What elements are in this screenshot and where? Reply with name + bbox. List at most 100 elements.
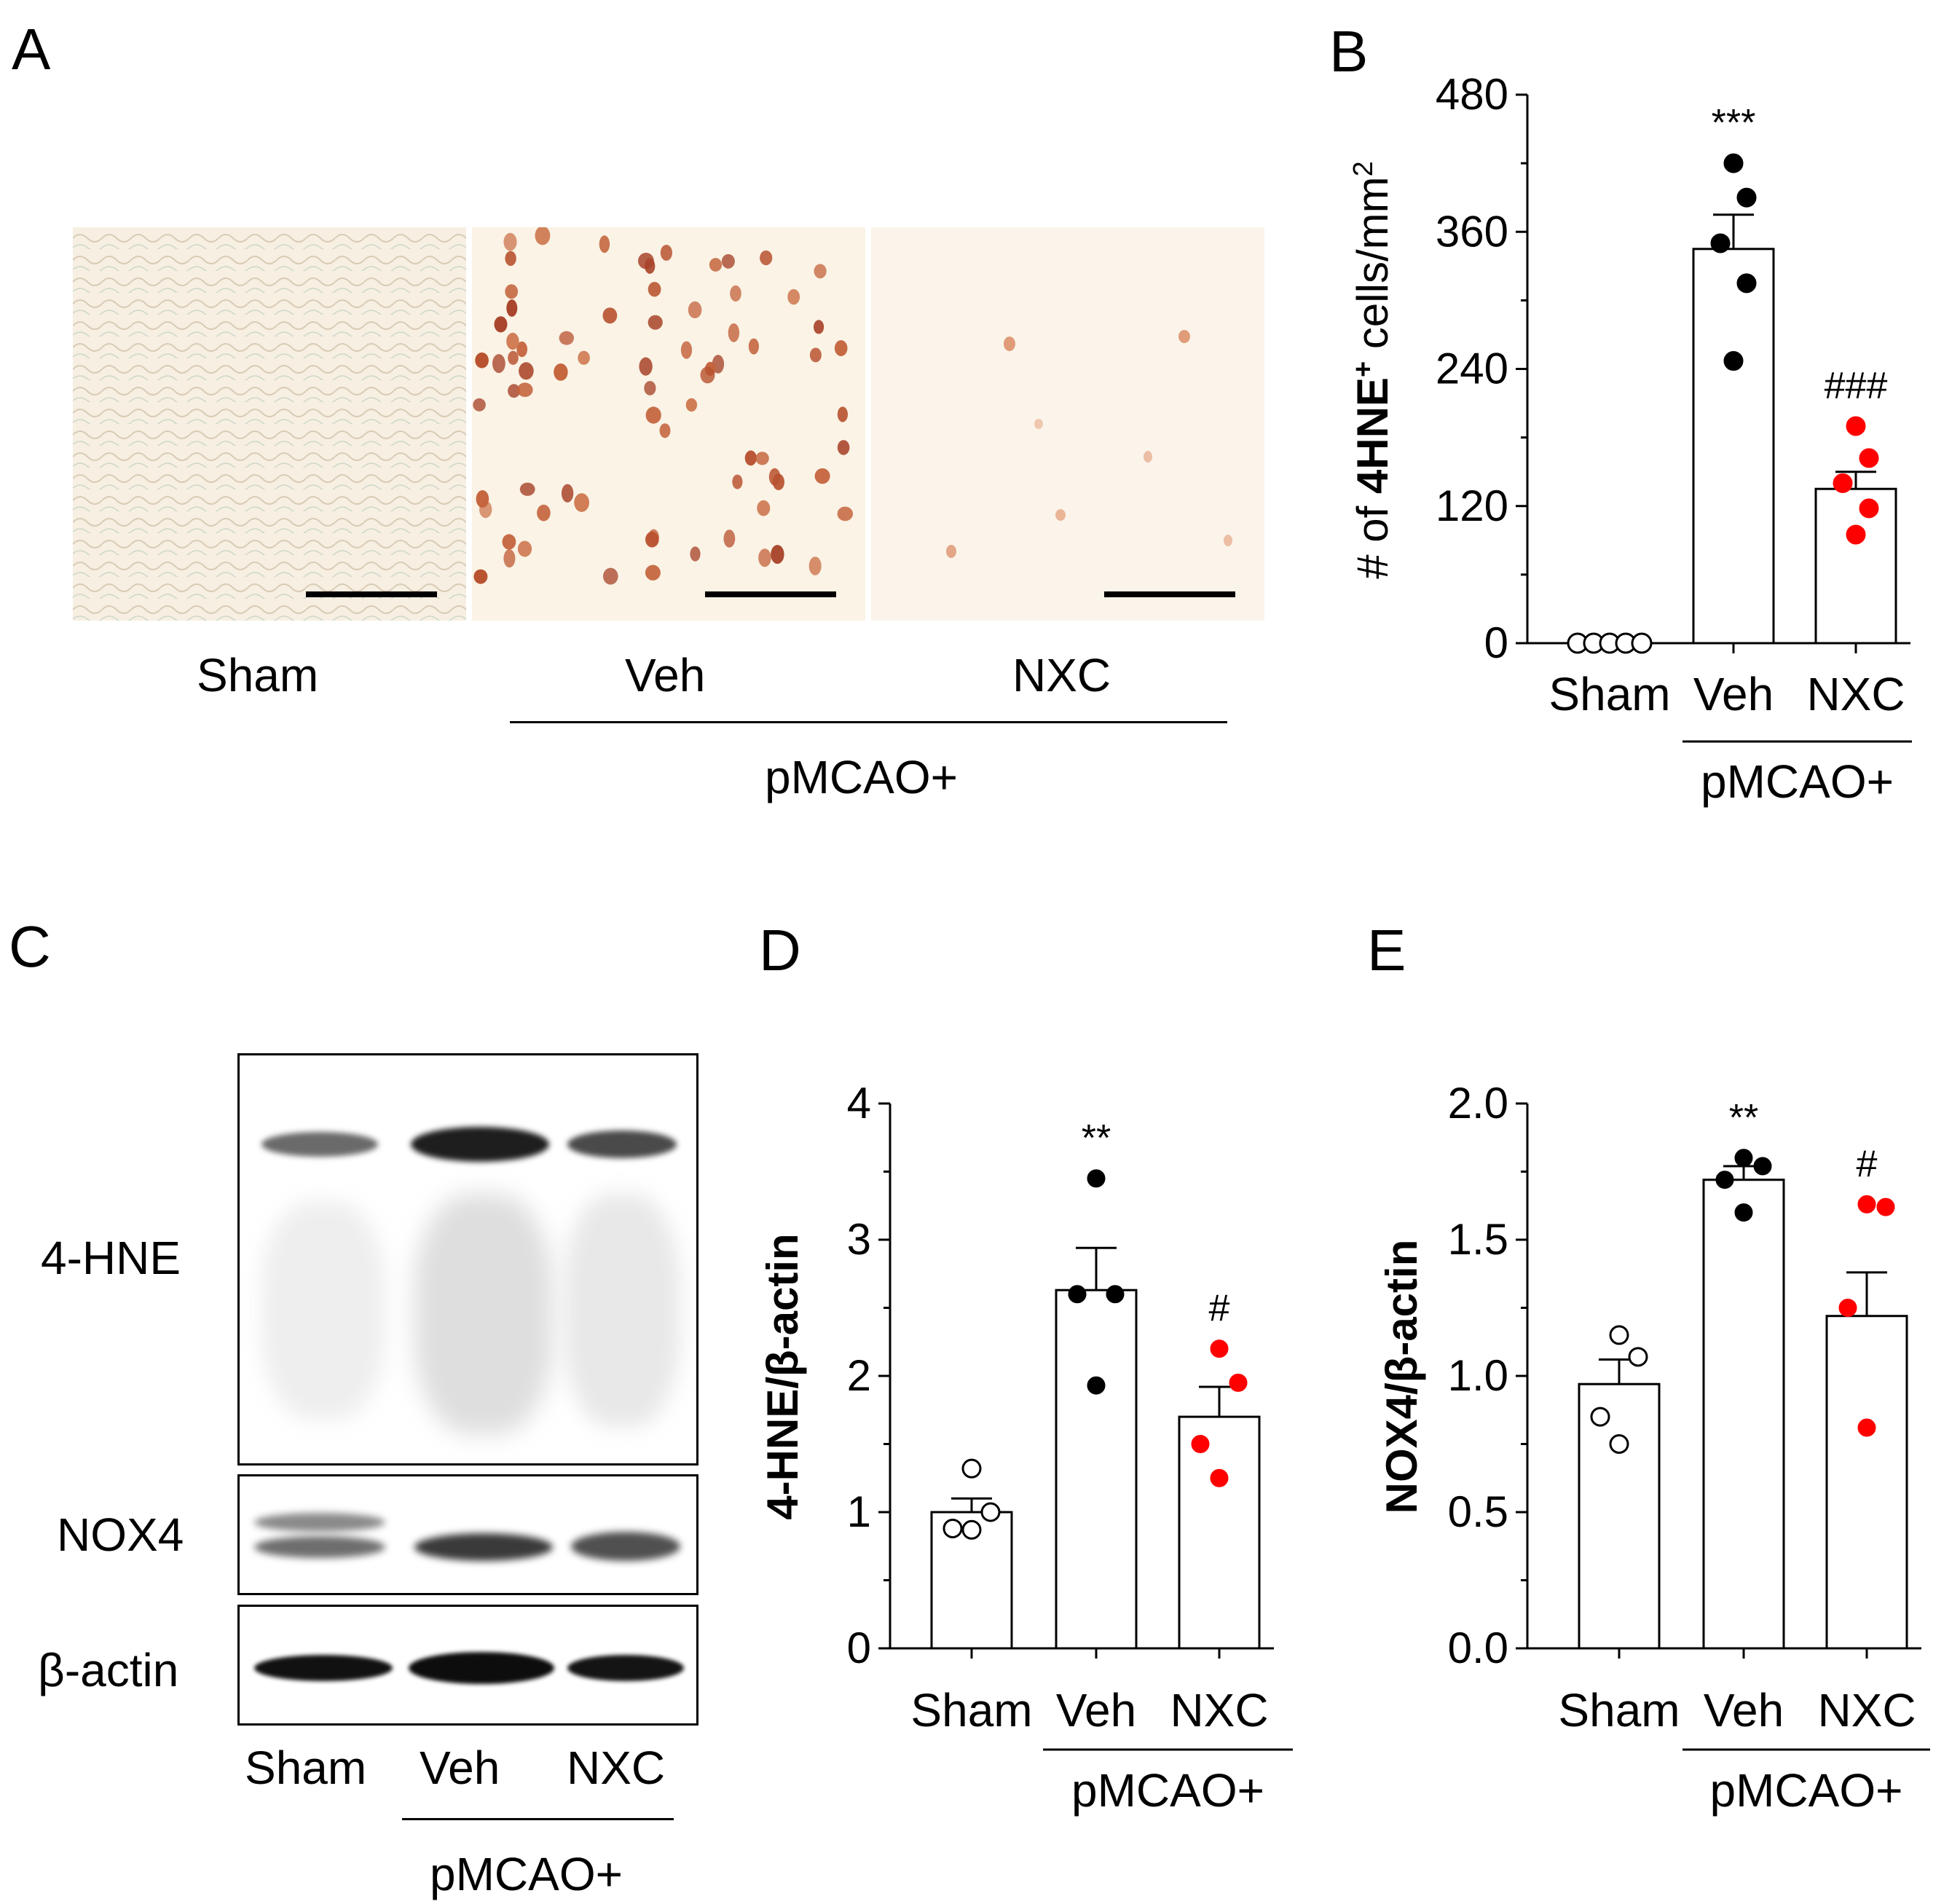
blot-lane-veh: Veh [420,1742,500,1794]
y-tick-label: 240 [1436,345,1508,393]
stained-nucleus [721,253,735,269]
stained-nucleus [834,340,848,356]
category-label: Veh [1056,1684,1136,1736]
data-point-nxc [1833,473,1853,493]
data-point-veh [1715,1171,1734,1189]
stained-nucleus [473,569,488,584]
stained-nucleus [639,357,653,376]
stained-nucleus [748,338,759,355]
panel-a-label-sham: Sham [197,649,319,701]
band-actin-veh [409,1652,554,1684]
stained-nucleus [700,366,715,384]
data-point-sham [1631,632,1653,654]
y-axis-label: # of 4HNE+ cells/mm2 [1348,161,1397,579]
data-point-sham [980,1502,1001,1522]
data-point-nxc [1210,1340,1229,1358]
category-label: Veh [1704,1684,1784,1736]
stained-nucleus [771,545,784,564]
group-label: pMCAO+ [1710,1764,1903,1817]
band-4hne-sham [261,1132,378,1157]
band-4hne-nxc [567,1130,677,1158]
band-nox4-sham [254,1536,385,1558]
category-label: Sham [1548,668,1670,720]
stained-nucleus [516,341,527,358]
stained-nucleus [519,362,534,380]
chart-panel-d: D 0 1 2 3 4 Sham ** Veh # NXC pMCAO+ 4-HNE/β-actin [758,918,1293,1817]
micrograph-nxc [871,227,1264,621]
blot-4hne [237,1053,698,1466]
stained-nucleus [492,354,505,374]
stained-nucleus [732,474,743,489]
chart-panel-e: E 0.0 0.5 1.0 1.5 2.0 Sham ** Veh # NXC pMCAO+ NOX4/… [1367,918,1930,1817]
stained-nucleus [506,332,519,350]
scale-bar [306,591,437,597]
stained-nucleus [690,546,701,562]
y-axis-label-part: # of [1348,494,1397,579]
y-tick-label: 0 [1484,618,1508,667]
stained-nucleus [517,540,532,557]
y-tick-label: 1.0 [1448,1351,1508,1400]
category-label: NXC [1817,1684,1916,1736]
panel-a-group-label: pMCAO+ [765,751,958,803]
sham-tissue-texture [73,227,466,621]
bar-veh [1055,1289,1138,1650]
data-point-sham [942,1518,963,1538]
scale-bar [1104,591,1235,597]
data-point-sham [961,1519,982,1540]
y-axis-label-part: cells/mm [1348,176,1397,361]
data-point-sham [1628,1347,1648,1367]
stained-nucleus [473,398,486,412]
data-point-veh [1734,1149,1753,1168]
significance-label: ** [1082,1117,1111,1160]
blot-nox4 [237,1474,698,1595]
blot-row-label-nox4: NOX4 [57,1508,184,1561]
stained-nucleus [508,384,521,398]
y-axis-label: NOX4/β-actin [1377,1240,1426,1514]
y-tick-label: 2.0 [1448,1079,1508,1128]
significance-label: # [1857,1143,1878,1185]
y-tick-label: 0 [847,1624,871,1672]
stained-nucleus [837,406,848,422]
bar-veh [1692,248,1775,645]
y-tick-label: 3 [847,1215,871,1264]
band-nox4-sham-upper [254,1513,385,1532]
stained-nucleus [648,315,663,330]
stained-nucleus [685,398,698,412]
stained-nucleus [503,549,516,568]
blot-row-label-4hne: 4-HNE [41,1232,181,1284]
stained-nucleus [660,245,672,261]
stained-nucleus [519,482,535,496]
data-point-nxc [1191,1435,1210,1453]
panel-c-group-label: pMCAO+ [430,1848,623,1900]
micrograph-veh [472,227,865,621]
stained-nucleus [688,301,702,318]
stained-nucleus [494,316,508,333]
y-tick-label: 4 [847,1079,871,1128]
data-point-nxc [1876,1197,1895,1216]
panel-a-group-line [510,721,1227,723]
data-point-nxc [1846,524,1866,545]
y-tick-label: 2 [847,1351,871,1400]
data-point-nxc [1859,448,1879,468]
data-point-sham [1590,1407,1610,1427]
stained-nucleus [537,504,551,522]
group-label: pMCAO+ [1071,1764,1264,1817]
panel-letter: E [1367,918,1406,983]
stained-nucleus [476,490,489,508]
significance-label: ### [1825,365,1888,407]
stained-nucleus [680,341,693,359]
data-point-nxc [1229,1373,1248,1392]
y-axis-label: 4-HNE/β-actin [758,1233,807,1519]
stained-nucleus [645,564,661,581]
chart-panel-b: B 0 120 240 360 480 Sham *** Veh ### NXC pMCAO+ # of… [1329,19,1912,808]
band-4hne-veh [411,1127,549,1162]
y-tick-label: 1 [847,1487,871,1536]
stained-nucleus [809,347,822,363]
bar-nxc [1178,1415,1261,1650]
y-tick-label: 0.0 [1448,1624,1508,1672]
data-point-veh [1710,233,1731,253]
y-tick-label: 0.5 [1448,1487,1508,1536]
category-label: Sham [910,1684,1032,1736]
data-point-veh [1736,187,1757,208]
